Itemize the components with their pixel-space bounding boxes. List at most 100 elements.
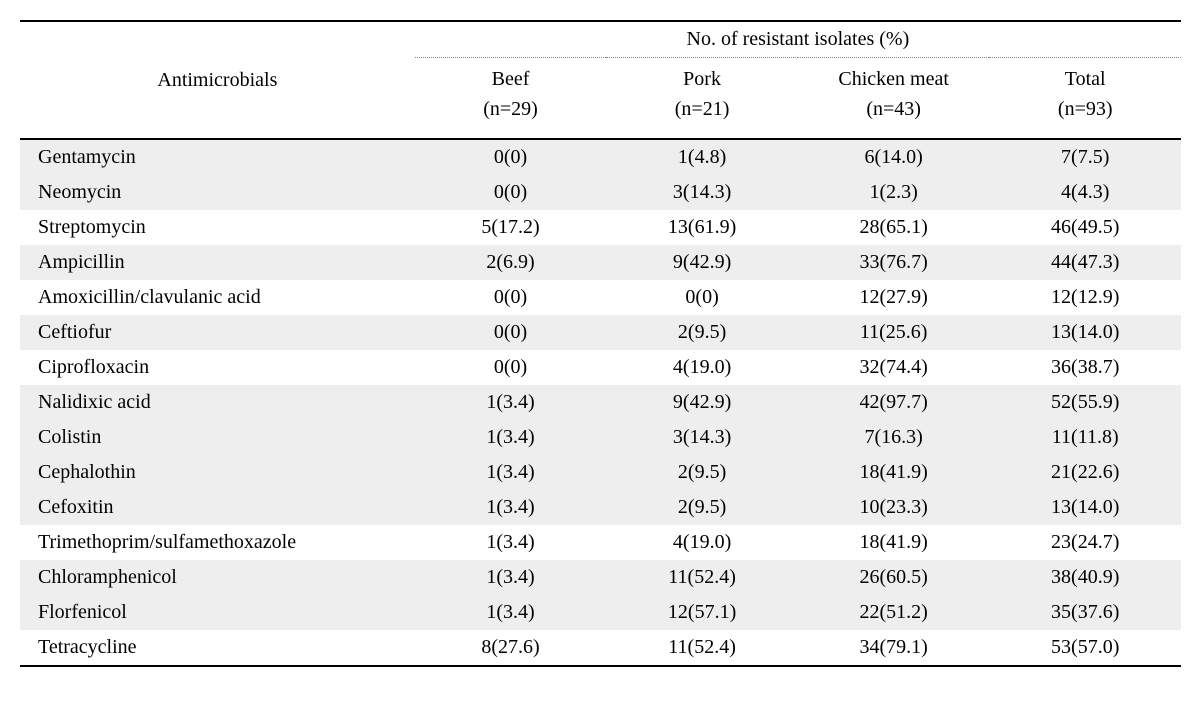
antimicrobial-name: Amoxicillin/clavulanic acid <box>20 280 415 315</box>
col-header-total: Total (n=93) <box>989 58 1181 140</box>
antimicrobial-name: Tetracycline <box>20 630 415 666</box>
cell-total: 23(24.7) <box>989 525 1181 560</box>
cell-total: 13(14.0) <box>989 315 1181 350</box>
cell-total: 7(7.5) <box>989 139 1181 175</box>
antimicrobial-name: Chloramphenicol <box>20 560 415 595</box>
cell-total: 36(38.7) <box>989 350 1181 385</box>
cell-beef: 5(17.2) <box>415 210 607 245</box>
cell-pork: 3(14.3) <box>606 420 798 455</box>
cell-chicken: 10(23.3) <box>798 490 990 525</box>
antimicrobial-name: Nalidixic acid <box>20 385 415 420</box>
cell-pork: 11(52.4) <box>606 560 798 595</box>
col-header-total-label: Total <box>1065 68 1106 90</box>
cell-beef: 1(3.4) <box>415 455 607 490</box>
cell-beef: 1(3.4) <box>415 420 607 455</box>
resistance-table-container: Antimicrobials No. of resistant isolates… <box>20 20 1181 667</box>
cell-pork: 11(52.4) <box>606 630 798 666</box>
antimicrobial-name: Trimethoprim/sulfamethoxazole <box>20 525 415 560</box>
table-row: Tetracycline8(27.6)11(52.4)34(79.1)53(57… <box>20 630 1181 666</box>
cell-chicken: 12(27.9) <box>798 280 990 315</box>
table-body: Gentamycin0(0)1(4.8)6(14.0)7(7.5)Neomyci… <box>20 139 1181 666</box>
table-row: Nalidixic acid1(3.4)9(42.9)42(97.7)52(55… <box>20 385 1181 420</box>
cell-pork: 12(57.1) <box>606 595 798 630</box>
table-row: Streptomycin5(17.2)13(61.9)28(65.1)46(49… <box>20 210 1181 245</box>
col-header-chicken-label: Chicken meat <box>838 68 949 90</box>
table-row: Cephalothin1(3.4)2(9.5)18(41.9)21(22.6) <box>20 455 1181 490</box>
cell-chicken: 1(2.3) <box>798 175 990 210</box>
resistance-table: Antimicrobials No. of resistant isolates… <box>20 20 1181 667</box>
cell-beef: 1(3.4) <box>415 560 607 595</box>
table-row: Chloramphenicol1(3.4)11(52.4)26(60.5)38(… <box>20 560 1181 595</box>
cell-beef: 1(3.4) <box>415 525 607 560</box>
col-header-beef-n: (n=29) <box>483 98 538 120</box>
row-label-header: Antimicrobials <box>20 21 415 139</box>
table-header-row-top: Antimicrobials No. of resistant isolates… <box>20 21 1181 58</box>
cell-total: 44(47.3) <box>989 245 1181 280</box>
cell-pork: 4(19.0) <box>606 350 798 385</box>
antimicrobial-name: Streptomycin <box>20 210 415 245</box>
antimicrobial-name: Neomycin <box>20 175 415 210</box>
cell-total: 21(22.6) <box>989 455 1181 490</box>
cell-pork: 3(14.3) <box>606 175 798 210</box>
antimicrobial-name: Florfenicol <box>20 595 415 630</box>
cell-pork: 13(61.9) <box>606 210 798 245</box>
cell-pork: 2(9.5) <box>606 315 798 350</box>
cell-chicken: 34(79.1) <box>798 630 990 666</box>
antimicrobial-name: Gentamycin <box>20 139 415 175</box>
table-row: Trimethoprim/sulfamethoxazole1(3.4)4(19.… <box>20 525 1181 560</box>
col-header-beef: Beef (n=29) <box>415 58 607 140</box>
cell-total: 12(12.9) <box>989 280 1181 315</box>
cell-total: 46(49.5) <box>989 210 1181 245</box>
cell-beef: 0(0) <box>415 350 607 385</box>
cell-pork: 0(0) <box>606 280 798 315</box>
cell-chicken: 32(74.4) <box>798 350 990 385</box>
cell-pork: 9(42.9) <box>606 245 798 280</box>
cell-total: 13(14.0) <box>989 490 1181 525</box>
cell-beef: 0(0) <box>415 315 607 350</box>
cell-chicken: 22(51.2) <box>798 595 990 630</box>
col-header-chicken-n: (n=43) <box>866 98 921 120</box>
antimicrobial-name: Ciprofloxacin <box>20 350 415 385</box>
cell-total: 52(55.9) <box>989 385 1181 420</box>
table-row: Colistin1(3.4)3(14.3)7(16.3)11(11.8) <box>20 420 1181 455</box>
cell-beef: 0(0) <box>415 139 607 175</box>
cell-pork: 4(19.0) <box>606 525 798 560</box>
cell-total: 11(11.8) <box>989 420 1181 455</box>
group-header: No. of resistant isolates (%) <box>415 21 1181 58</box>
cell-total: 4(4.3) <box>989 175 1181 210</box>
col-header-beef-label: Beef <box>492 68 530 90</box>
col-header-chicken: Chicken meat (n=43) <box>798 58 990 140</box>
cell-pork: 2(9.5) <box>606 490 798 525</box>
cell-beef: 0(0) <box>415 175 607 210</box>
cell-chicken: 28(65.1) <box>798 210 990 245</box>
cell-chicken: 42(97.7) <box>798 385 990 420</box>
cell-chicken: 7(16.3) <box>798 420 990 455</box>
col-header-pork-label: Pork <box>683 68 721 90</box>
cell-pork: 9(42.9) <box>606 385 798 420</box>
cell-total: 38(40.9) <box>989 560 1181 595</box>
cell-chicken: 18(41.9) <box>798 455 990 490</box>
table-row: Neomycin0(0)3(14.3)1(2.3)4(4.3) <box>20 175 1181 210</box>
cell-pork: 1(4.8) <box>606 139 798 175</box>
cell-chicken: 18(41.9) <box>798 525 990 560</box>
table-row: Amoxicillin/clavulanic acid0(0)0(0)12(27… <box>20 280 1181 315</box>
cell-chicken: 11(25.6) <box>798 315 990 350</box>
antimicrobial-name: Colistin <box>20 420 415 455</box>
cell-beef: 1(3.4) <box>415 595 607 630</box>
cell-beef: 1(3.4) <box>415 490 607 525</box>
antimicrobial-name: Cefoxitin <box>20 490 415 525</box>
cell-chicken: 26(60.5) <box>798 560 990 595</box>
cell-beef: 8(27.6) <box>415 630 607 666</box>
cell-beef: 0(0) <box>415 280 607 315</box>
cell-total: 53(57.0) <box>989 630 1181 666</box>
table-row: Ceftiofur0(0)2(9.5)11(25.6)13(14.0) <box>20 315 1181 350</box>
table-row: Gentamycin0(0)1(4.8)6(14.0)7(7.5) <box>20 139 1181 175</box>
table-header: Antimicrobials No. of resistant isolates… <box>20 21 1181 139</box>
table-row: Ciprofloxacin0(0)4(19.0)32(74.4)36(38.7) <box>20 350 1181 385</box>
antimicrobial-name: Ceftiofur <box>20 315 415 350</box>
antimicrobial-name: Ampicillin <box>20 245 415 280</box>
cell-beef: 2(6.9) <box>415 245 607 280</box>
cell-chicken: 33(76.7) <box>798 245 990 280</box>
cell-beef: 1(3.4) <box>415 385 607 420</box>
table-row: Ampicillin2(6.9)9(42.9)33(76.7)44(47.3) <box>20 245 1181 280</box>
